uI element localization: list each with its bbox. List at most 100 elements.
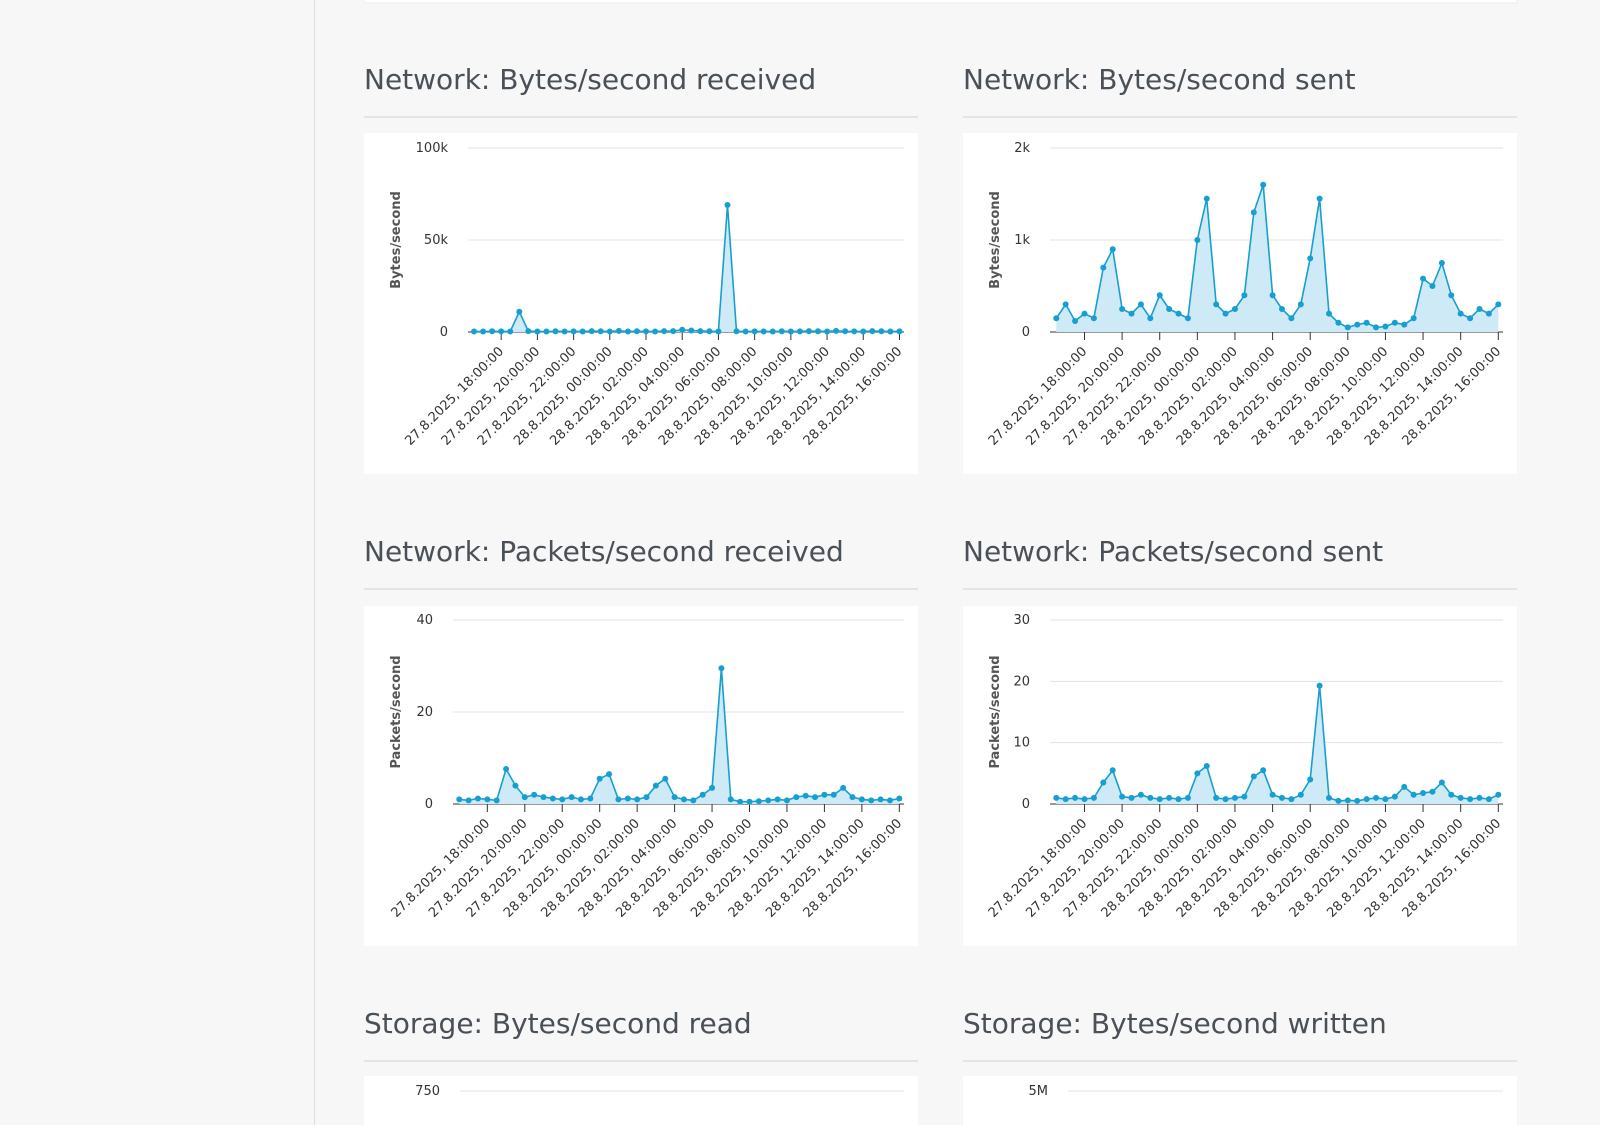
point — [1335, 319, 1342, 326]
y-axis-label: Bytes/second — [389, 191, 404, 289]
point — [1100, 779, 1107, 786]
point — [1137, 791, 1144, 798]
point — [742, 328, 749, 335]
point — [1137, 301, 1144, 308]
top-card — [363, 0, 1518, 4]
point — [1410, 791, 1417, 798]
point — [552, 328, 559, 335]
point — [783, 797, 790, 804]
point — [679, 326, 686, 333]
point — [1100, 264, 1107, 271]
chart-card — [364, 133, 918, 474]
point — [1053, 794, 1060, 801]
point — [1438, 779, 1445, 786]
point — [507, 328, 514, 335]
point — [633, 328, 640, 335]
sidebar — [0, 0, 314, 1125]
point — [1344, 797, 1351, 804]
chart-title: Storage: Bytes/second read — [364, 1007, 752, 1040]
area — [1056, 685, 1499, 804]
point — [1241, 292, 1248, 299]
point — [1222, 796, 1229, 803]
point — [568, 794, 575, 801]
point — [1278, 306, 1285, 312]
point — [493, 797, 500, 804]
point — [727, 796, 734, 803]
point — [706, 328, 713, 335]
point — [715, 328, 722, 335]
point — [1297, 301, 1304, 308]
point — [1354, 321, 1361, 328]
point — [1373, 794, 1380, 801]
y-tick-label: 5M — [1029, 1084, 1049, 1099]
point — [688, 327, 695, 334]
point — [1090, 315, 1097, 322]
point — [489, 328, 496, 335]
point — [606, 328, 613, 335]
point — [709, 784, 716, 791]
point — [1410, 315, 1417, 322]
point — [1053, 315, 1060, 322]
point — [540, 794, 547, 801]
point — [577, 796, 584, 803]
point — [1429, 283, 1436, 289]
chart: Network: Packets/second received 0 20 40 Pac… — [364, 535, 918, 946]
point — [1175, 796, 1182, 803]
chart-title: Network: Bytes/second received — [364, 63, 816, 96]
y-tick-label: 20 — [1013, 674, 1030, 689]
chart-title: Network: Packets/second received — [364, 535, 844, 568]
point — [877, 796, 884, 803]
point — [615, 327, 622, 334]
point — [751, 328, 758, 335]
point — [615, 796, 622, 803]
point — [1438, 260, 1445, 266]
point — [1231, 306, 1238, 312]
point — [1128, 794, 1135, 801]
point — [521, 794, 528, 801]
chart: Network: Bytes/second sent 0 1k 2k Bytes/sec… — [963, 63, 1517, 474]
point — [796, 328, 803, 335]
point — [480, 328, 487, 335]
point — [1373, 324, 1380, 331]
point — [1476, 306, 1483, 312]
chart-card — [364, 606, 918, 946]
y-tick-label: 0 — [425, 797, 433, 812]
chart-title: Network: Packets/second sent — [963, 535, 1383, 568]
point — [1354, 797, 1361, 804]
y-axis-label: Packets/second — [389, 655, 404, 768]
point — [896, 795, 903, 802]
point — [561, 328, 568, 335]
point — [1429, 788, 1436, 795]
y-tick-label: 1k — [1014, 233, 1030, 248]
point — [671, 794, 678, 801]
y-tick-label: 100k — [416, 141, 449, 156]
chart: Network: Bytes/second received 0 50k 100k By… — [364, 63, 918, 474]
point — [543, 328, 550, 335]
point — [531, 791, 538, 798]
point — [1128, 310, 1135, 317]
point — [1316, 195, 1323, 202]
point — [1467, 315, 1474, 322]
point — [860, 328, 867, 335]
point — [1363, 796, 1370, 803]
point — [498, 328, 505, 335]
point — [1250, 209, 1257, 216]
point — [1194, 770, 1201, 777]
point — [525, 328, 532, 335]
y-axis-label: Packets/second — [988, 655, 1003, 768]
point — [1119, 306, 1126, 312]
point — [718, 665, 725, 672]
point — [842, 328, 849, 335]
point — [465, 797, 472, 804]
point — [1420, 275, 1427, 282]
point — [1448, 791, 1455, 798]
point — [821, 791, 828, 798]
point — [690, 797, 697, 804]
point — [1090, 794, 1097, 801]
point — [1391, 793, 1398, 800]
point — [778, 328, 785, 335]
point — [1495, 301, 1502, 308]
point — [1156, 292, 1163, 299]
point — [1269, 791, 1276, 798]
